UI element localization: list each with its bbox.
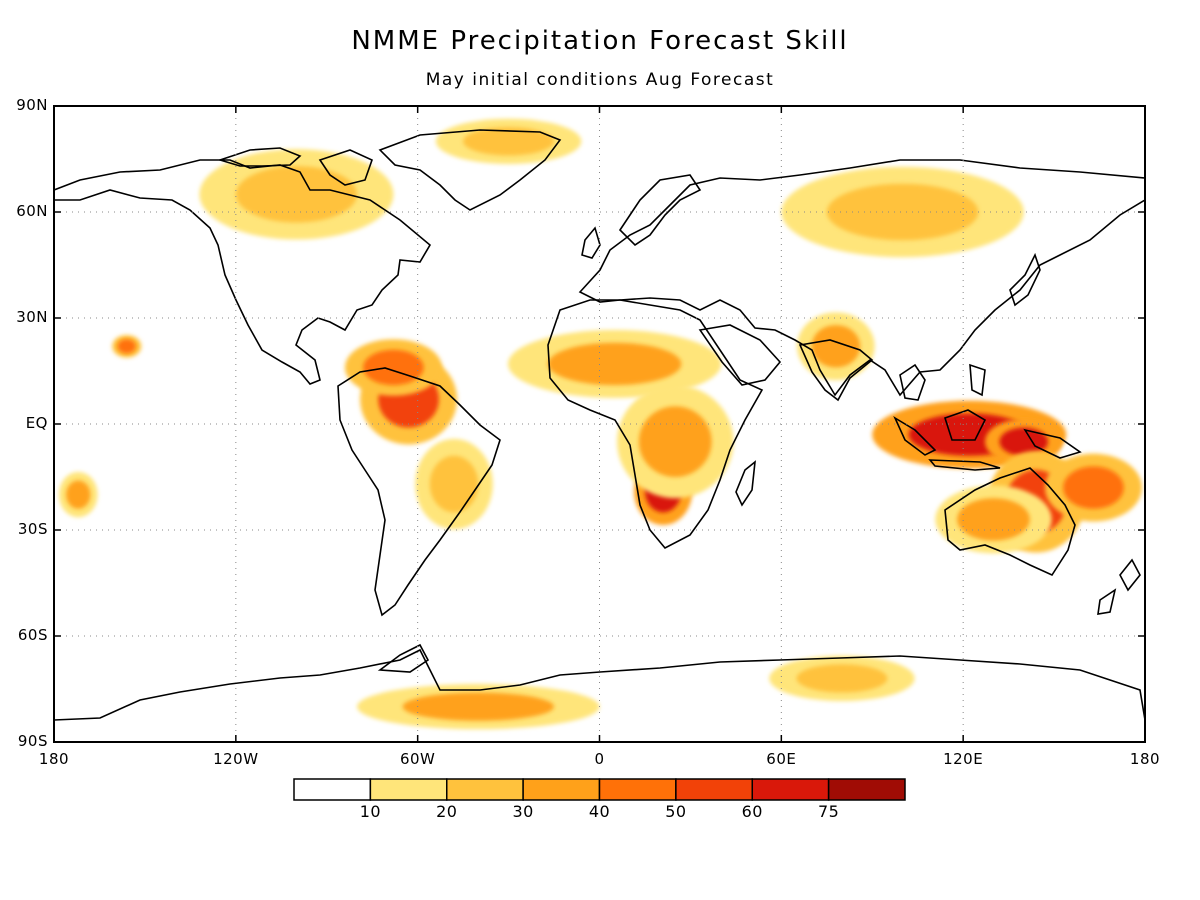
coast-scandinavia (618, 174, 702, 247)
coast-madagascar (735, 460, 757, 507)
colorbar-label: 60 (741, 802, 763, 821)
y-tick-label: 30N (16, 308, 48, 326)
colorbar-label: 20 (436, 802, 458, 821)
coast-australia (944, 467, 1076, 577)
colorbar-swatch (751, 778, 830, 801)
coast-africa (547, 299, 764, 550)
y-tick-label: 90S (17, 732, 48, 750)
skill-region-central-pacific-north (117, 339, 136, 354)
x-tick-label: 180 (38, 750, 70, 768)
coast-se-asia (899, 363, 926, 401)
skill-region-india (811, 325, 861, 368)
coast-borneo (944, 409, 987, 441)
colorbar-label: 75 (817, 802, 840, 821)
skill-region-siberia (826, 183, 979, 241)
colorbar-swatch (446, 778, 524, 801)
x-tick-label: 0 (594, 750, 605, 768)
colorbar-swatch (522, 778, 601, 801)
colorbar-swatch (369, 778, 448, 801)
coast-java (928, 459, 1001, 471)
colorbar-swatch (827, 778, 906, 801)
colorbar-label: 50 (665, 802, 687, 821)
coast-greenland (378, 129, 562, 211)
skill-region-antarctica-east (796, 664, 888, 693)
skill-region-antarctica-weddell (402, 692, 555, 721)
colorbar (293, 778, 906, 801)
skill-region-canada (235, 166, 358, 223)
skill-region-caribbean (363, 349, 424, 386)
colorbar-label: 40 (588, 802, 611, 821)
y-tick-label: 30S (17, 520, 48, 538)
coast-eurasia (578, 159, 1145, 397)
coast-south-america (337, 367, 501, 617)
coast-new-zealand (1097, 558, 1141, 615)
colorbar-label: 30 (512, 802, 534, 821)
coast-arabia (698, 324, 782, 386)
skill-region-greenland-arctic (463, 127, 555, 156)
grid-lines (54, 106, 1145, 742)
coast-japan (1009, 252, 1041, 307)
x-tick-label: 60W (399, 750, 436, 768)
skill-region-central-africa (638, 406, 712, 477)
skill-region-brazil (429, 455, 479, 513)
coast-uk (581, 226, 601, 259)
coast-arctic-islands (217, 147, 302, 167)
x-tick-label: 120E (943, 750, 984, 768)
x-tick-label: 120W (213, 750, 259, 768)
chart-subtitle: May initial conditions Aug Forecast (425, 70, 775, 90)
coast-new-guinea (1023, 428, 1082, 459)
coastlines (54, 129, 1145, 721)
x-tick-label: 60E (766, 750, 797, 768)
skill-region-south-pacific-west (66, 480, 91, 509)
skill-region-sw-pacific (1063, 466, 1124, 509)
skill-shading (58, 118, 1142, 730)
coast-philippines (969, 363, 986, 397)
coast-antarctica (54, 648, 1145, 721)
colorbar-swatch (293, 778, 372, 801)
coast-antarctic-peninsula (377, 643, 430, 673)
coast-baffin (318, 149, 373, 186)
skill-region-central-australia (957, 498, 1030, 541)
colorbar-label: 10 (359, 802, 382, 821)
axis-ticks (53, 105, 1146, 743)
skill-region-sahel (547, 342, 682, 386)
x-tick-label: 180 (1129, 750, 1161, 768)
chart-title: NMME Precipitation Forecast Skill (351, 26, 849, 56)
colorbar-swatch (598, 778, 677, 801)
y-tick-label: 60N (16, 202, 48, 220)
skill-region-new-guinea (999, 427, 1049, 456)
y-tick-label: EQ (25, 414, 48, 432)
colorbar-swatch (675, 778, 753, 801)
coast-india (798, 339, 874, 402)
coast-sumatra (893, 415, 937, 456)
y-tick-label: 90N (16, 96, 48, 114)
y-tick-label: 60S (17, 626, 48, 644)
